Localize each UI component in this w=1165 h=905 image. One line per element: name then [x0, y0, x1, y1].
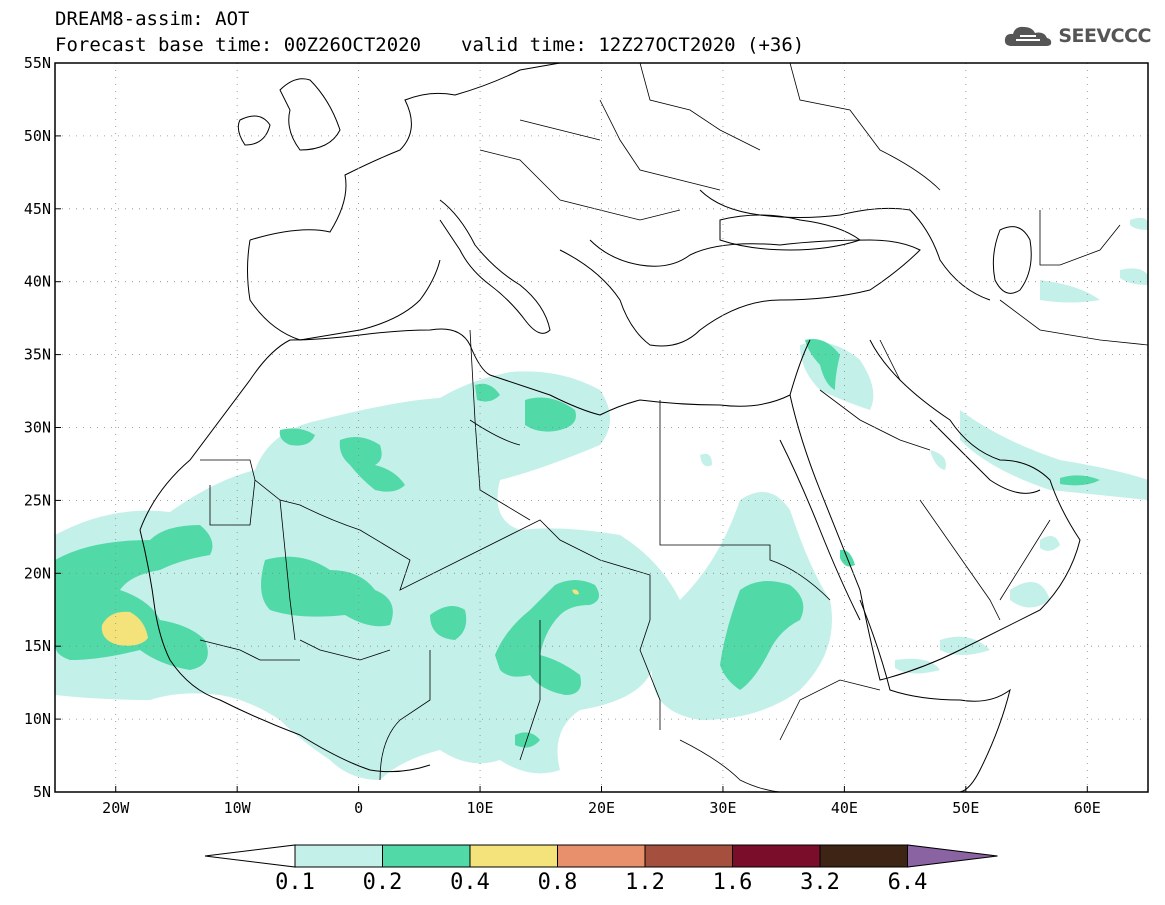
aot-class-0.1-0.2: [55, 217, 1148, 780]
colorbar-segment: [732, 844, 821, 868]
colorbar-segment: [469, 844, 558, 868]
lat-label: 25N: [24, 491, 51, 509]
colorbar-segment: [294, 844, 383, 868]
colorbar-segment: [382, 844, 471, 868]
latitude-labels: 55N 50N 45N 40N 35N 30N 25N 20N 15N 10N 5N: [24, 54, 51, 801]
time-info: Forecast base time: 00Z26OCT2020 valid ti…: [55, 34, 804, 56]
lon-label: 0: [354, 799, 363, 817]
lat-label: 5N: [33, 783, 51, 801]
colorbar-label: 0.1: [275, 870, 315, 895]
lat-label: 55N: [24, 54, 51, 72]
colorbar-high-arrow: [907, 844, 998, 868]
lat-label: 45N: [24, 200, 51, 218]
colorbar: [204, 844, 998, 868]
seevccc-logo: SEEVCCC: [1002, 22, 1151, 50]
lat-label: 35N: [24, 346, 51, 364]
colorbar-label: 1.2: [625, 870, 665, 895]
valid-time: valid time: 12Z27OCT2020 (+36): [461, 34, 805, 56]
colorbar-segment: [819, 844, 908, 868]
colorbar-label: 0.2: [362, 870, 403, 895]
map-title: DREAM8-assim: AOT: [55, 8, 250, 30]
aot-class-0.4-0.8: [101, 589, 579, 646]
colorbar-label: 6.4: [887, 870, 928, 895]
lon-label: 50E: [952, 799, 979, 817]
colorbar-low-arrow: [204, 844, 296, 868]
cloud-icon: [1005, 26, 1052, 46]
lat-label: 10N: [24, 710, 51, 728]
lat-label: 50N: [24, 127, 51, 145]
base-time: Forecast base time: 00Z26OCT2020: [55, 34, 422, 56]
colorbar-label: 1.6: [712, 870, 753, 895]
colorbar-label: 3.2: [800, 870, 840, 895]
borders: [199, 63, 1148, 792]
map-frame: [54, 62, 1149, 793]
lat-label: 20N: [24, 564, 51, 582]
aot-class-0.2-0.4: [55, 339, 1100, 748]
lat-label: 15N: [24, 637, 51, 655]
lat-label: 40N: [24, 273, 51, 291]
lon-label: 10W: [224, 799, 252, 817]
aot-field: [55, 217, 1148, 780]
lat-label: 30N: [24, 419, 51, 437]
colorbar-label: 0.8: [537, 870, 578, 895]
lon-label: 10E: [467, 799, 494, 817]
lon-label: 20E: [588, 799, 615, 817]
map-grid: [55, 62, 1148, 793]
lon-label: 40E: [831, 799, 858, 817]
colorbar-segment: [644, 844, 733, 868]
lon-label: 30E: [709, 799, 736, 817]
colorbar-label: 0.4: [450, 870, 490, 895]
lon-label: 20W: [102, 799, 130, 817]
logo-text: SEEVCCC: [1058, 25, 1151, 47]
lon-label: 60E: [1074, 799, 1101, 817]
longitude-labels: 20W 10W 0 10E 20E 30E 40E 50E 60E: [102, 799, 1101, 817]
colorbar-segment: [557, 844, 646, 868]
coastlines: [139, 63, 1081, 792]
